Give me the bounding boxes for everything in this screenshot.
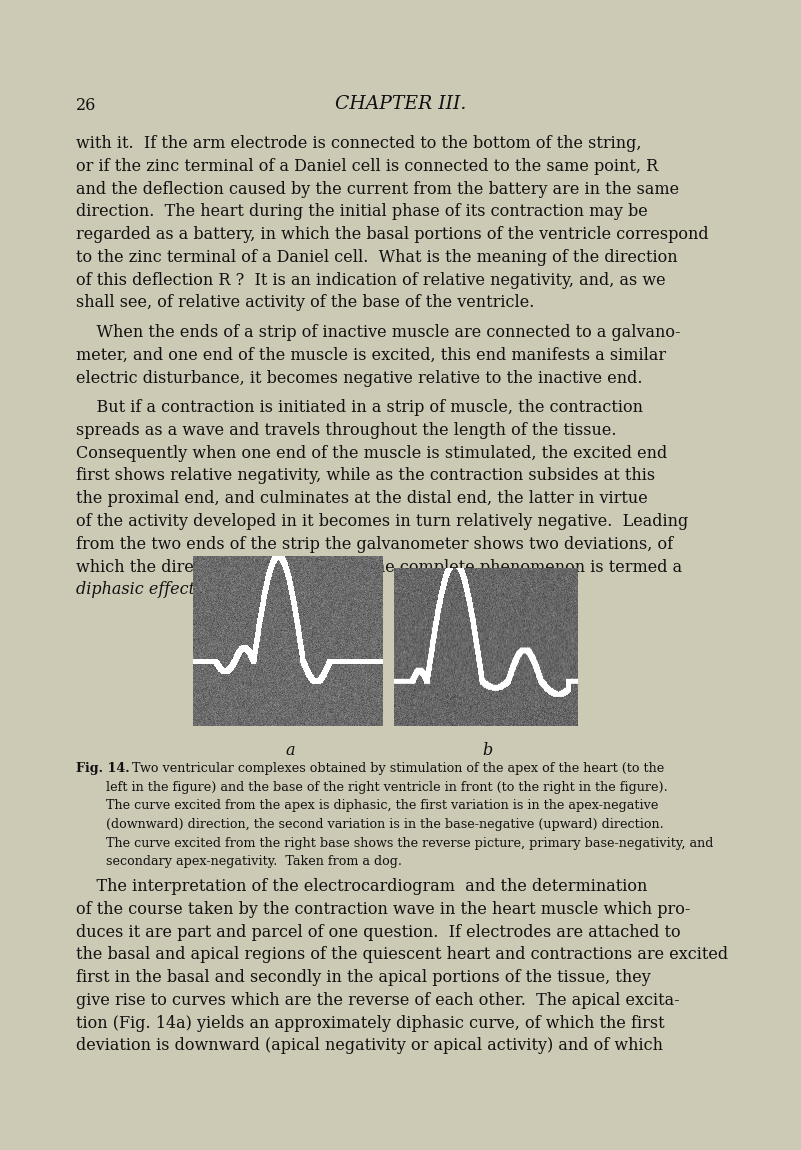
Text: of this deflection R ?  It is an indication of relative negativity, and, as we: of this deflection R ? It is an indicati… <box>76 271 666 289</box>
Text: shall see, of relative activity of the base of the ventricle.: shall see, of relative activity of the b… <box>76 294 534 312</box>
Text: The curve excited from the right base shows the reverse picture, primary base-ne: The curve excited from the right base sh… <box>106 836 714 850</box>
Text: Consequently when one end of the muscle is stimulated, the excited end: Consequently when one end of the muscle … <box>76 445 667 461</box>
Text: But if a contraction is initiated in a strip of muscle, the contraction: But if a contraction is initiated in a s… <box>76 399 643 416</box>
Text: Fig. 14.: Fig. 14. <box>76 762 130 775</box>
Text: Two ventricular complexes obtained by stimulation of the apex of the heart (to t: Two ventricular complexes obtained by st… <box>124 762 664 775</box>
Text: (downward) direction, the second variation is in the base-negative (upward) dire: (downward) direction, the second variati… <box>106 818 664 831</box>
Text: first in the basal and secondly in the apical portions of the tissue, they: first in the basal and secondly in the a… <box>76 969 651 986</box>
Text: or if the zinc terminal of a Daniel cell is connected to the same point, R: or if the zinc terminal of a Daniel cell… <box>76 158 658 175</box>
Text: electric disturbance, it becomes negative relative to the inactive end.: electric disturbance, it becomes negativ… <box>76 369 642 386</box>
Text: and the deflection caused by the current from the battery are in the same: and the deflection caused by the current… <box>76 181 679 198</box>
Text: The curve excited from the apex is diphasic, the first variation is in the apex-: The curve excited from the apex is dipha… <box>106 799 658 812</box>
Text: meter, and one end of the muscle is excited, this end manifests a similar: meter, and one end of the muscle is exci… <box>76 347 666 363</box>
Text: of the course taken by the contraction wave in the heart muscle which pro-: of the course taken by the contraction w… <box>76 900 690 918</box>
Text: diphasic effect.: diphasic effect. <box>76 581 200 598</box>
Text: the proximal end, and culminates at the distal end, the latter in virtue: the proximal end, and culminates at the … <box>76 490 648 507</box>
Text: give rise to curves which are the reverse of each other.  The apical excita-: give rise to curves which are the revers… <box>76 991 680 1009</box>
Text: with it.  If the arm electrode is connected to the bottom of the string,: with it. If the arm electrode is connect… <box>76 135 642 152</box>
Text: regarded as a battery, in which the basal portions of the ventricle correspond: regarded as a battery, in which the basa… <box>76 227 709 243</box>
Text: When the ends of a strip of inactive muscle are connected to a galvano-: When the ends of a strip of inactive mus… <box>76 324 681 342</box>
Text: a: a <box>285 742 295 759</box>
Text: left in the figure) and the base of the right ventricle in front (to the right i: left in the figure) and the base of the … <box>106 781 668 793</box>
Text: duces it are part and parcel of one question.  If electrodes are attached to: duces it are part and parcel of one ques… <box>76 923 681 941</box>
Text: from the two ends of the strip the galvanometer shows two deviations, of: from the two ends of the strip the galva… <box>76 536 673 553</box>
Text: direction.  The heart during the initial phase of its contraction may be: direction. The heart during the initial … <box>76 204 648 221</box>
Text: 26: 26 <box>76 97 96 114</box>
Text: which the directions are opposite.  The complete phenomenon is termed a: which the directions are opposite. The c… <box>76 559 682 575</box>
Text: spreads as a wave and travels throughout the length of the tissue.: spreads as a wave and travels throughout… <box>76 422 617 439</box>
Text: first shows relative negativity, while as the contraction subsides at this: first shows relative negativity, while a… <box>76 467 655 484</box>
Text: The interpretation of the electrocardiogram  and the determination: The interpretation of the electrocardiog… <box>76 877 647 895</box>
Text: b: b <box>482 742 492 759</box>
Text: deviation is downward (apical negativity or apical activity) and of which: deviation is downward (apical negativity… <box>76 1037 663 1055</box>
Text: CHAPTER III.: CHAPTER III. <box>335 95 466 113</box>
Text: the basal and apical regions of the quiescent heart and contractions are excited: the basal and apical regions of the quie… <box>76 946 728 964</box>
Text: secondary apex-negativity.  Taken from a dog.: secondary apex-negativity. Taken from a … <box>106 856 402 868</box>
Text: of the activity developed in it becomes in turn relatively negative.  Leading: of the activity developed in it becomes … <box>76 513 688 530</box>
Text: tion (Fig. 14a) yields an approximately diphasic curve, of which the first: tion (Fig. 14a) yields an approximately … <box>76 1014 665 1032</box>
Text: to the zinc terminal of a Daniel cell.  What is the meaning of the direction: to the zinc terminal of a Daniel cell. W… <box>76 248 678 266</box>
